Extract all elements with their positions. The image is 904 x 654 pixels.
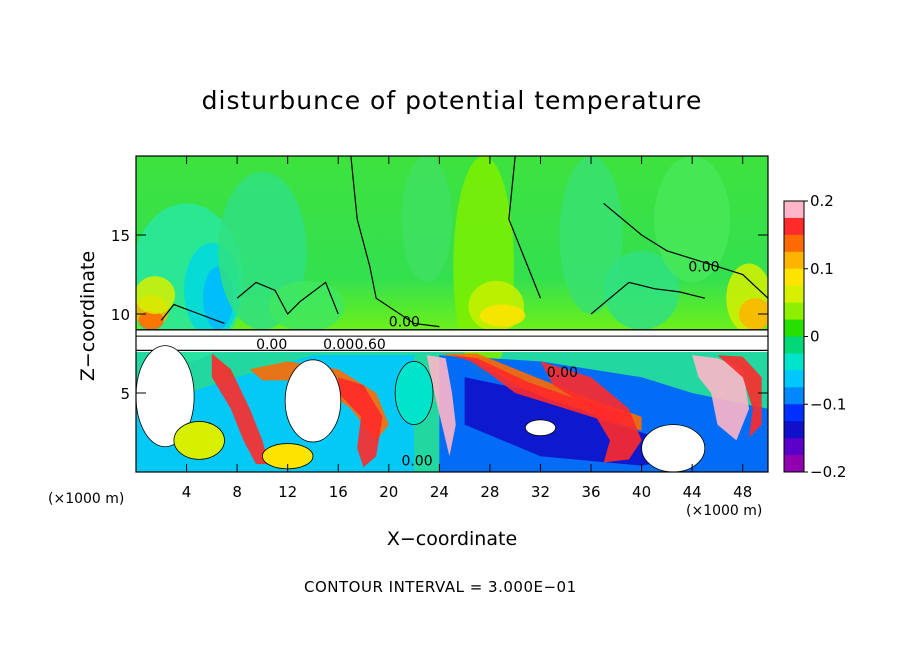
contour-label-6: 0.00 <box>401 454 432 470</box>
colorbar-swatch-9 <box>784 353 804 371</box>
y-axis-ticks: 5 10 15 <box>111 227 768 403</box>
upper-blob-5 <box>136 276 176 314</box>
x-tick-label-4: 20 <box>379 483 398 501</box>
heatmap-field: 0.000.000.00 0.00 0.600.000.00 <box>136 156 768 472</box>
core-0 <box>136 345 195 448</box>
colorbar-swatch-11 <box>784 387 804 405</box>
warm-tongue-4 <box>452 355 629 425</box>
upper-blob-11 <box>401 156 452 283</box>
colorbar-swatch-1 <box>784 217 804 236</box>
colorbar-swatch-7 <box>784 319 804 337</box>
x-tick-label-1: 8 <box>232 483 242 501</box>
colorbar-label-4: −0.2 <box>810 463 846 481</box>
warm-tongue-8 <box>426 355 456 457</box>
upper-blob-12 <box>559 156 623 314</box>
warm-tongue-1 <box>249 361 389 441</box>
x-tick-label-0: 4 <box>182 483 192 501</box>
colorbar-label-2: 0 <box>810 328 820 346</box>
x-tick-label-7: 32 <box>531 483 550 501</box>
colorbar-label-3: −0.1 <box>810 395 846 413</box>
contour-label-5: 0.00 <box>547 365 578 381</box>
contour-label-1: 0.00 <box>688 259 719 275</box>
colorbar-swatch-13 <box>784 421 804 439</box>
contour-label-4: 0.60 <box>355 337 386 353</box>
upper-blob-16 <box>654 156 731 283</box>
colorbar-swatch-6 <box>784 302 804 321</box>
colorbar-swatch-2 <box>784 234 804 253</box>
contour-line-1 <box>508 156 542 299</box>
upper-blob-4 <box>138 310 164 330</box>
upper-blob-7 <box>268 280 345 332</box>
warm-tongue-2 <box>338 377 383 468</box>
warm-tongue-5 <box>540 361 642 463</box>
colorbar-swatch-15 <box>784 455 804 473</box>
colorbar-swatch-5 <box>784 285 804 304</box>
contour-label-3: 0.00 <box>323 337 354 353</box>
contour-label-2: 0.00 <box>256 337 287 353</box>
warm-tongue-7 <box>717 355 762 438</box>
core-2 <box>641 424 706 472</box>
upper-blob-10 <box>479 304 526 327</box>
colorbar-swatch-14 <box>784 438 804 456</box>
colorbar-swatch-3 <box>784 251 804 270</box>
colorbar: 0.2 0.1 0 −0.1 −0.2 <box>783 192 846 481</box>
colorbar-swatch-10 <box>784 370 804 388</box>
x-tick-label-9: 40 <box>632 483 651 501</box>
contour-line-5 <box>590 281 705 315</box>
x-tick-label-5: 24 <box>430 483 449 501</box>
x-unit-right: (×1000 m) <box>686 503 763 519</box>
upper-blob-13 <box>603 250 680 330</box>
colorbar-swatch-0 <box>784 201 804 219</box>
colorbar-label-1: 0.1 <box>810 260 834 278</box>
x-tick-label-11: 48 <box>733 483 752 501</box>
upper-blob-15 <box>738 298 768 330</box>
colorbar-label-0: 0.2 <box>810 192 834 210</box>
x-axis-label-text: X−coordinate <box>386 528 518 550</box>
contour-line-3 <box>236 281 339 315</box>
core-4 <box>394 360 434 425</box>
contour-interval-note: CONTOUR INTERVAL = 3.000E−01 <box>304 578 577 596</box>
contour-line-0 <box>350 156 440 328</box>
chart-title: disturbunce of potential temperature <box>201 86 703 115</box>
colorbar-swatch-8 <box>784 336 804 354</box>
warm-tongue-0 <box>211 353 269 465</box>
colorbar-swatch-4 <box>784 268 804 287</box>
y-tick-label-1: 10 <box>111 306 130 324</box>
x-tick-label-8: 36 <box>581 483 600 501</box>
warm-tongue-6 <box>692 355 750 441</box>
contour-line-4 <box>160 303 225 325</box>
colorbar-swatch-12 <box>784 404 804 422</box>
x-tick-label-3: 16 <box>329 483 348 501</box>
x-tick-label-6: 28 <box>480 483 499 501</box>
core-3 <box>524 419 557 437</box>
inversion-band <box>136 329 768 352</box>
x-axis-ticks: 4 8 12 16 20 24 28 32 36 40 44 48 <box>182 156 752 501</box>
x-tick-label-10: 44 <box>683 483 702 501</box>
core-5 <box>173 421 225 460</box>
y-tick-label-0: 5 <box>120 385 130 403</box>
x-unit-left: (×1000 m) <box>48 491 125 507</box>
contour-label-0: 0.00 <box>389 315 420 331</box>
x-axis-label: X−coordinate <box>0 528 904 550</box>
core-1 <box>284 359 342 443</box>
y-tick-label-2: 15 <box>111 227 130 245</box>
x-tick-label-2: 12 <box>278 483 297 501</box>
contour-line-2 <box>603 202 768 299</box>
